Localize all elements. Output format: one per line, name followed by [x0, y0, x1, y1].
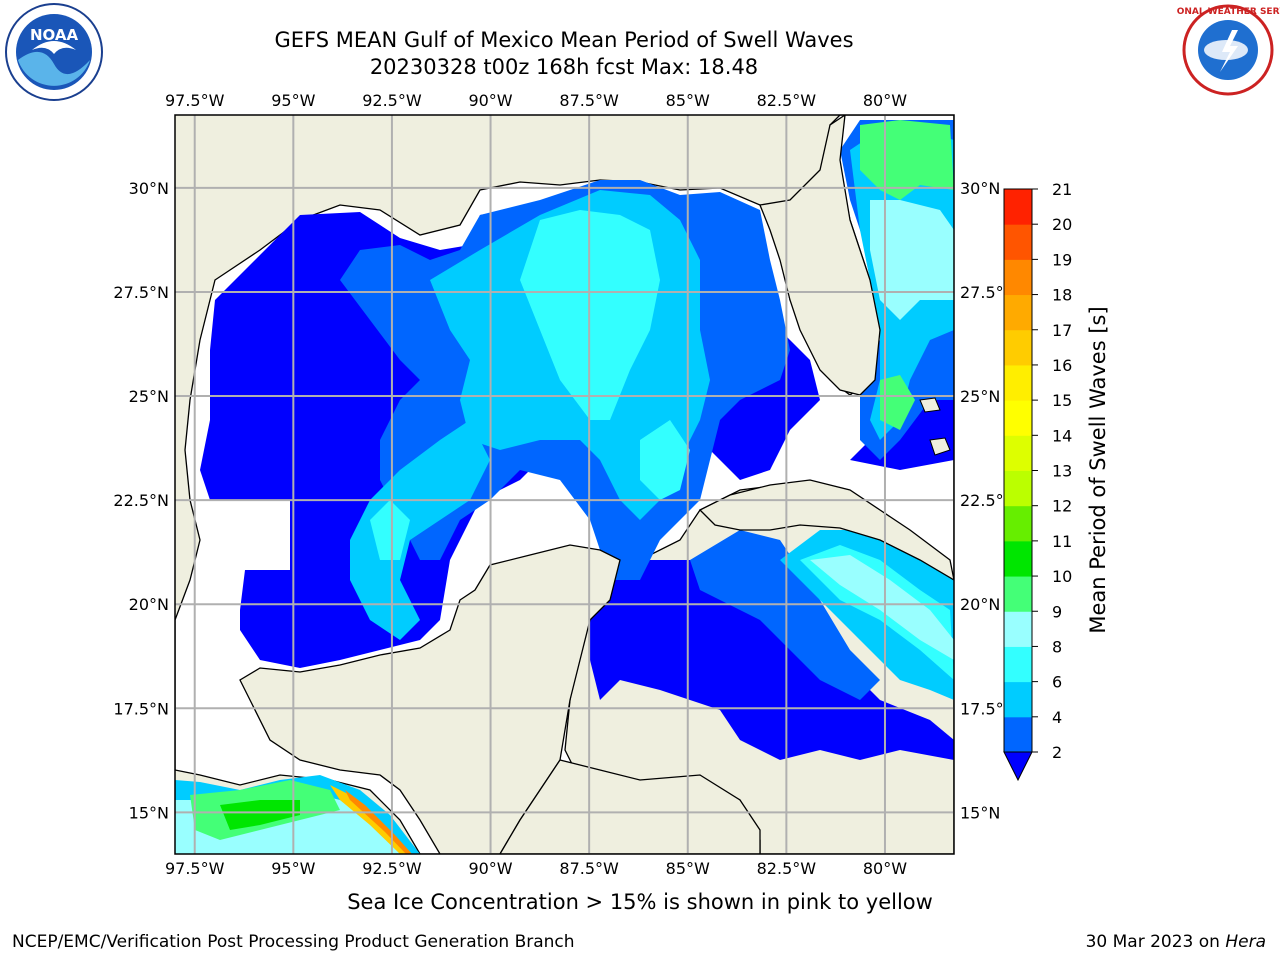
colorbar-swatch [1004, 294, 1032, 331]
colorbar-swatch [1004, 259, 1032, 296]
colorbar-tick-label: 4 [1052, 708, 1062, 727]
colorbar-tick-label: 19 [1052, 250, 1072, 269]
colorbar-swatch [1004, 400, 1032, 436]
lat-tick-left: 22.5°N [113, 491, 169, 510]
colorbar-under-arrow [1003, 751, 1033, 782]
florida-peninsula [759, 115, 881, 396]
lat-tick-right: 25°N [960, 387, 1000, 406]
lat-tick-left: 30°N [129, 179, 169, 198]
lat-tick-left: 25°N [129, 387, 169, 406]
colorbar-swatch [1004, 646, 1032, 683]
colorbar-swatch [1004, 576, 1032, 612]
lon-tick-top: 87.5°W [559, 91, 619, 110]
colorbar-tick-label: 8 [1052, 637, 1062, 656]
sea-ice-note: Sea Ice Concentration > 15% is shown in … [0, 890, 1280, 914]
lon-tick-bottom: 80°W [863, 859, 907, 878]
colorbar-tick-label: 6 [1052, 673, 1062, 692]
colorbar-tick-label: 14 [1052, 426, 1072, 445]
swell-2-4s [690, 530, 880, 700]
lat-tick-right: 17.5°N [960, 699, 1016, 718]
swell-8-9s [810, 555, 954, 660]
lon-tick-top: 82.5°W [757, 91, 817, 110]
footer-date-text: 30 Mar 2023 on [1085, 932, 1226, 952]
map-title: GEFS MEAN Gulf of Mexico Mean Period of … [274, 28, 854, 52]
lat-tick-right: 15°N [960, 803, 1000, 822]
swell-9-10s [880, 375, 915, 430]
lat-tick-left: 20°N [129, 595, 169, 614]
lon-tick-bottom: 82.5°W [757, 859, 817, 878]
pacific-swell-18s [345, 790, 412, 854]
central-america-landmass [499, 759, 761, 854]
footer-date: 30 Mar 2023 on Hera [1086, 932, 1266, 952]
lat-tick-right: 27.5°N [960, 283, 1016, 302]
lon-tick-top: 90°W [468, 91, 512, 110]
colorbar-tick-label: 2 [1052, 743, 1062, 762]
colorbar-tick-label: 9 [1052, 602, 1062, 621]
lat-tick-left: 27.5°N [113, 283, 169, 302]
lon-tick-bottom: 97.5°W [165, 859, 225, 878]
swell-6-8s [370, 500, 410, 560]
colorbar-swatch [1004, 435, 1032, 471]
colorbar-swatch [1004, 505, 1032, 542]
yucatan-landmass [239, 544, 621, 854]
graticule [175, 115, 954, 854]
colorbar-tick-label: 10 [1052, 567, 1072, 586]
lon-tick-top: 95°W [271, 91, 315, 110]
noaa-logo: NOAA [5, 3, 103, 101]
colorbar-tick-label: 15 [1052, 391, 1072, 410]
colorbar-tick-label: 16 [1052, 356, 1072, 375]
colorbar-tick-label: 18 [1052, 286, 1072, 305]
colorbar: 2 4 6 8 9 10 11 12 13 14 15 16 17 18 19 20 21 [1003, 180, 1072, 782]
map-subtitle: 20230328 t00z 168h fcst Max: 18.48 [369, 55, 759, 79]
colorbar-swatch [1004, 224, 1032, 260]
colorbar-tick-label: 12 [1052, 497, 1072, 516]
colorbar-tick-label: 17 [1052, 321, 1072, 340]
lon-tick-bottom: 92.5°W [362, 859, 422, 878]
lat-tick-right: 22.5°N [960, 491, 1016, 510]
lat-tick-right: 20°N [960, 595, 1000, 614]
lon-tick-top: 85°W [666, 91, 710, 110]
lon-tick-top: 92.5°W [362, 91, 422, 110]
map-frame [174, 114, 955, 855]
colorbar-tick-label: 11 [1052, 532, 1072, 551]
swell-9-10s [860, 120, 954, 200]
nws-logo-text: NATIONAL WEATHER SERVICE [1176, 7, 1280, 17]
colorbar-tick-label: 20 [1052, 215, 1072, 234]
map-plot-area [175, 115, 954, 854]
footer-host: Hera [1225, 932, 1266, 952]
colorbar-swatch [1004, 681, 1032, 718]
colorbar-swatch [1004, 329, 1032, 366]
pacific-swell-10-11s [220, 800, 300, 830]
nws-logo: NATIONAL WEATHER SERVICE [1176, 4, 1280, 96]
colorbar-swatch [1004, 716, 1032, 753]
lat-tick-left: 15°N [129, 803, 169, 822]
lat-tick-left: 17.5°N [113, 699, 169, 718]
colorbar-swatch [1004, 189, 1032, 225]
axis-tick-labels: 97.5°W 97.5°W 95°W 95°W 92.5°W 92.5°W 90°W 90°W… [113, 91, 1015, 878]
lon-tick-bottom: 85°W [666, 859, 710, 878]
cuba-landmass [698, 479, 954, 581]
swell-6-8s [640, 420, 690, 500]
colorbar-label: Mean Period of Swell Waves [s] [1086, 306, 1110, 634]
noaa-logo-text: NOAA [30, 26, 79, 44]
colorbar-swatch [1004, 540, 1032, 577]
bahamas-islands [919, 397, 951, 456]
lon-tick-bottom: 90°W [468, 859, 512, 878]
lat-tick-right: 30°N [960, 179, 1000, 198]
swell-4-6s [350, 420, 490, 640]
colorbar-swatch [1004, 470, 1032, 507]
swell-under-2s [590, 560, 954, 760]
lon-tick-top: 97.5°W [165, 91, 225, 110]
lon-tick-bottom: 95°W [271, 859, 315, 878]
colorbar-tick-label: 13 [1052, 462, 1072, 481]
colorbar-tick-label: 21 [1052, 180, 1072, 199]
colorbar-swatch [1004, 611, 1032, 647]
lon-tick-bottom: 87.5°W [559, 859, 619, 878]
lon-tick-top: 80°W [863, 91, 907, 110]
sea-ice-note-text: Sea Ice Concentration > 15% is shown in … [347, 890, 933, 914]
colorbar-swatch [1004, 364, 1032, 401]
footer-organization: NCEP/EMC/Verification Post Processing Pr… [12, 932, 575, 952]
swell-8-9s [870, 200, 954, 320]
